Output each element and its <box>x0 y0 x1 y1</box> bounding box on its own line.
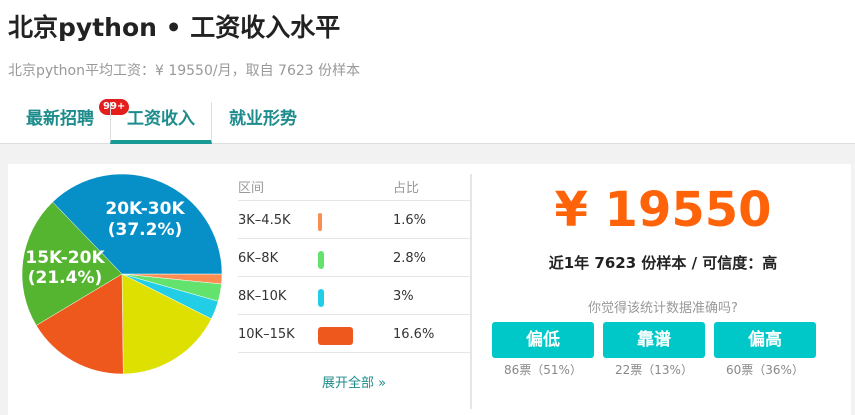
percent-value: 3% <box>393 289 414 304</box>
pie-slice[interactable] <box>121 273 212 375</box>
tab-salary[interactable]: 工资收入 <box>110 102 212 144</box>
range-label: 8K–10K <box>238 289 287 304</box>
tab-latest-jobs[interactable]: 最新招聘 99+ <box>10 99 130 144</box>
percent-bar <box>318 251 324 269</box>
tab-label: 最新招聘 <box>26 109 94 129</box>
slice-label-15k-20k: 15K-20K <box>25 248 105 268</box>
slice-pct-20k-30k: (37.2%) <box>108 220 183 240</box>
table-row: 3K–4.5K 1.6% <box>238 201 470 239</box>
percent-bar <box>318 327 353 345</box>
pie-slice[interactable] <box>52 173 223 275</box>
salary-panel: 20K-30K (37.2%) 15K-20K (21.4%) 区间 占比 3K… <box>8 164 851 415</box>
expand-all-link[interactable]: 展开全部 » <box>321 376 387 391</box>
percent-value: 16.6% <box>393 327 435 342</box>
percent-bar <box>318 213 322 231</box>
table-row: 10K–15K 16.6% <box>238 315 470 353</box>
slice-pct-15k-20k: (21.4%) <box>28 268 103 288</box>
divider <box>470 174 472 409</box>
table-header: 区间 占比 <box>238 164 470 201</box>
vote-accurate-count: 22票（13%） <box>615 363 693 377</box>
tab-label: 就业形势 <box>229 109 297 129</box>
vote-high-button[interactable]: 偏高 <box>714 322 816 358</box>
vote-low-count: 86票（51%） <box>504 363 582 377</box>
table-row: 8K–10K 3% <box>238 277 470 315</box>
tab-label: 工资收入 <box>127 109 195 129</box>
pie-slice[interactable] <box>21 201 123 326</box>
vote-low-button[interactable]: 偏低 <box>492 322 594 358</box>
page-subtitle: 北京python平均工资：¥ 19550/月，取自 7623 份样本 <box>8 63 361 79</box>
page-title: 北京python • 工资收入水平 <box>8 13 341 42</box>
pie-slice[interactable] <box>35 273 124 375</box>
range-label: 6K–8K <box>238 251 279 266</box>
slice-label-20k-30k: 20K-30K <box>105 199 185 219</box>
percent-value: 2.8% <box>393 251 427 266</box>
sample-info: 近1年 7623 份样本 / 可信度：高 <box>548 254 778 272</box>
header-range: 区间 <box>238 181 265 196</box>
count-badge: 99+ <box>99 99 130 115</box>
salary-pie-chart: 20K-30K (37.2%) 15K-20K (21.4%) <box>21 173 223 375</box>
range-label: 10K–15K <box>238 327 295 342</box>
table-row: 6K–8K 2.8% <box>238 239 470 277</box>
accuracy-question: 你觉得该统计数据准确吗? <box>588 301 738 316</box>
vote-accurate-button[interactable]: 靠谱 <box>603 322 705 358</box>
tab-employment[interactable]: 就业形势 <box>212 102 314 144</box>
vote-high-count: 60票（36%） <box>726 363 804 377</box>
range-label: 3K–4.5K <box>238 213 291 228</box>
average-salary: ¥ 19550 <box>554 182 772 238</box>
header-percent: 占比 <box>393 181 420 196</box>
tab-bar: 最新招聘 99+ 工资收入 就业形势 <box>0 99 855 144</box>
percent-value: 1.6% <box>393 213 427 228</box>
percent-bar <box>318 289 325 307</box>
distribution-table: 区间 占比 3K–4.5K 1.6% 6K–8K 2.8% 8K–10K 3% 10K… <box>238 164 470 353</box>
